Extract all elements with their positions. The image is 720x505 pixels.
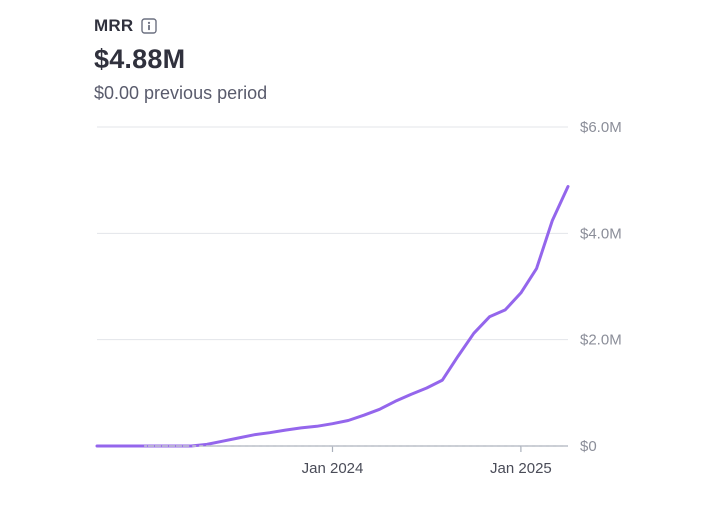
metric-title-row: MRR xyxy=(94,14,267,38)
info-icon[interactable] xyxy=(141,18,158,34)
y-tick-label: $0 xyxy=(580,438,597,455)
metric-title: MRR xyxy=(94,16,134,35)
metric-value: $4.88M xyxy=(94,44,186,74)
previous-period-text: $0.00 previous period xyxy=(94,83,268,103)
y-tick-label: $2.0M xyxy=(580,332,622,349)
x-tick-label: Jan 2024 xyxy=(302,460,364,477)
y-tick-label: $4.0M xyxy=(580,225,622,242)
y-tick-label: $6.0M xyxy=(580,119,622,136)
mrr-series-line xyxy=(95,185,570,448)
x-tick-label: Jan 2025 xyxy=(490,460,552,477)
metric-header: MRR $4.88M $0.00 previous period xyxy=(94,14,267,104)
